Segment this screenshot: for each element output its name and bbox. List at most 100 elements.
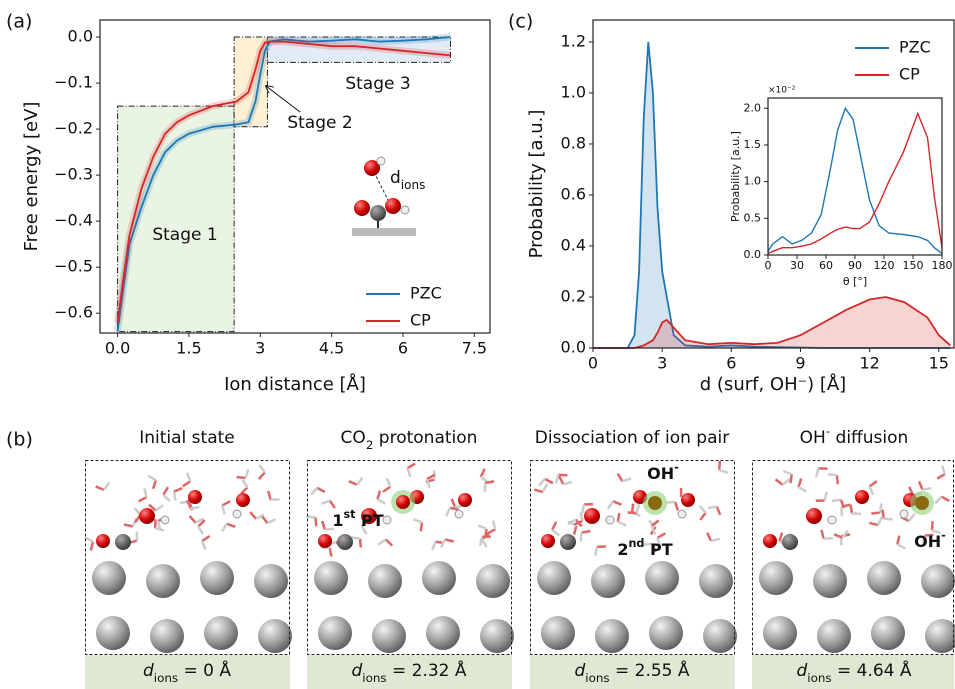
text-part: = 2.55 Å: [610, 659, 690, 681]
water-bond: [908, 513, 916, 522]
surface-atom: [813, 564, 847, 598]
water-bond: [572, 525, 578, 535]
text-part: 1: [332, 511, 343, 530]
atom: [584, 508, 600, 524]
water-bond: [186, 499, 192, 509]
water-bond: [541, 483, 549, 493]
atom: [454, 509, 464, 519]
atom: [541, 534, 555, 548]
surface-atom: [921, 564, 955, 598]
text-part: ions: [807, 671, 831, 685]
water-bond: [201, 534, 211, 543]
y-tick-label: 0.0: [744, 248, 762, 261]
water-bond: [881, 509, 885, 519]
water-bond: [240, 486, 249, 495]
surface-atom: [537, 561, 571, 595]
inset-background: [768, 98, 942, 255]
snapshot-title: OH- diffusion: [800, 424, 909, 449]
water-bond: [869, 521, 879, 527]
water-bond: [616, 472, 624, 482]
icon-label: ions: [401, 178, 426, 192]
x-axis-label: d (surf, OH⁻) [Å]: [700, 373, 846, 395]
water-bond: [266, 518, 277, 525]
x-tick-label: 3: [657, 354, 667, 373]
atom: [361, 508, 377, 524]
snapshot: CO2 protonation 1st PT dions = 2.32 Å: [306, 428, 514, 689]
water-bond: [612, 500, 622, 506]
snapshot-frame: [85, 460, 290, 655]
y-tick-label: 0.0: [561, 338, 586, 357]
water-bond: [715, 506, 722, 516]
water-bond: [138, 496, 148, 503]
water-bond: [558, 475, 565, 485]
text-part: ions: [585, 671, 609, 685]
y-tick-label: −0.2: [54, 119, 93, 138]
water-bond: [581, 529, 591, 534]
water-bond: [197, 519, 206, 528]
axes-frame: [99, 19, 491, 334]
water-bond: [554, 474, 560, 484]
atom: [677, 509, 687, 519]
water-bond: [221, 505, 226, 515]
text-part: st: [343, 508, 356, 521]
water-bond: [148, 503, 157, 512]
water-bond: [155, 504, 164, 512]
water-bond: [89, 541, 95, 551]
legend-label: CP: [410, 311, 431, 330]
water-bond: [896, 535, 901, 545]
stage-label: Stage 2: [287, 113, 352, 133]
surface-atom: [254, 564, 288, 598]
water-bond: [444, 538, 455, 543]
water-bond: [484, 480, 495, 485]
panel-label: (c): [508, 11, 533, 33]
x-tick-label: 1.5: [176, 339, 201, 358]
snapshot-title: Initial state: [139, 428, 235, 448]
water-bond: [936, 472, 946, 480]
atom: [396, 495, 410, 509]
atom: [318, 534, 332, 548]
water-bond: [650, 525, 657, 535]
offset-label: ×10⁻²: [768, 86, 796, 96]
annotation-arrow: [266, 86, 301, 113]
water-bond: [538, 478, 546, 487]
surface-atom: [146, 564, 180, 598]
water-bond: [188, 515, 197, 524]
x-axis-label: θ [°]: [843, 275, 867, 288]
surface-atom: [204, 616, 238, 650]
water-bond: [328, 547, 333, 557]
water-bond: [648, 519, 657, 528]
icon-label: d: [390, 168, 401, 188]
surface-atom: [591, 564, 625, 598]
water-bond: [782, 469, 793, 476]
y-tick-label: 2.0: [744, 101, 762, 114]
water-bond: [665, 500, 676, 504]
water-bond: [320, 499, 331, 506]
water-bond: [544, 477, 554, 485]
water-bond: [883, 517, 893, 521]
water-bond: [820, 529, 825, 539]
water-bond: [706, 532, 713, 542]
x-tick-label: 12: [859, 354, 879, 373]
water-bond: [835, 475, 840, 485]
text-part: 2: [617, 540, 628, 559]
x-tick-label: 15: [929, 354, 949, 373]
text-part: d: [351, 661, 362, 681]
y-axis-label: Free energy [eV]: [21, 102, 42, 252]
water-bond: [360, 525, 368, 535]
atom: [806, 508, 822, 524]
water-bond: [260, 515, 269, 524]
text-part: CO: [341, 428, 366, 448]
water-bond: [827, 472, 838, 477]
atom: [681, 493, 695, 507]
y-tick-label: −0.3: [54, 165, 93, 184]
surface-atom: [595, 619, 629, 653]
water-bond: [643, 542, 653, 547]
water-bond: [934, 495, 943, 505]
x-tick-label: 9: [795, 354, 805, 373]
text-part: 2: [366, 438, 374, 452]
atom: [188, 490, 202, 504]
water-bond: [486, 528, 496, 535]
x-tick-label: 150: [903, 259, 924, 272]
